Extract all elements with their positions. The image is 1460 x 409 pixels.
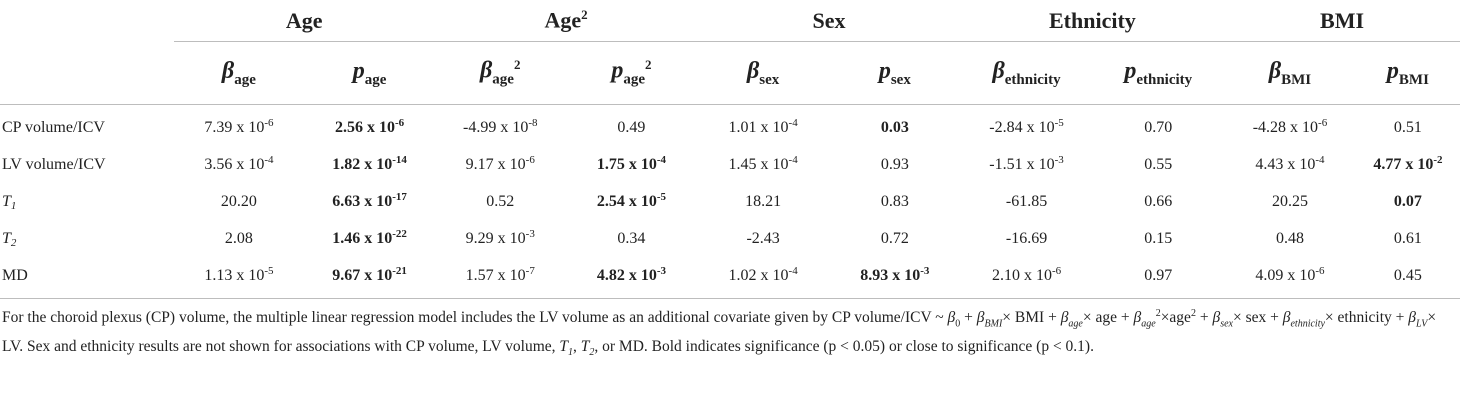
col-p-bmi: pBMI (1355, 41, 1460, 105)
table-cell: 0.51 (1393, 118, 1422, 136)
table-cell: 0.72 (880, 229, 909, 247)
col-p-age-squared: page2 (565, 41, 698, 105)
table-cell: -61.85 (1005, 192, 1048, 210)
results-table: Age Age2 Sex Ethnicity BMI βage page βag… (0, 0, 1460, 295)
table-cell: -16.69 (1005, 229, 1048, 247)
table-cell: -4.28 x 10-6 (1252, 116, 1328, 136)
column-header-row: βage page βage2 page2 βsex psex βethnici… (0, 41, 1460, 105)
group-header-ethnicity: Ethnicity (960, 0, 1225, 42)
group-header-bmi: BMI (1224, 0, 1460, 42)
table-cell: 9.29 x 10-3 (465, 227, 535, 247)
table-cell: 0.70 (1144, 118, 1173, 136)
table-cell: 1.01 x 10-4 (728, 116, 798, 136)
group-header-row: Age Age2 Sex Ethnicity BMI (0, 0, 1460, 42)
table-cell: -2.43 (746, 229, 780, 247)
table-cell: 1.45 x 10-4 (728, 153, 798, 173)
table-cell: 7.39 x 10-6 (204, 116, 274, 136)
group-header-age-squared: Age2 (434, 0, 698, 42)
table-cell: 0.07 (1393, 192, 1422, 210)
col-beta-age-squared: βage2 (434, 41, 566, 105)
table-cell: 20.25 (1271, 192, 1308, 210)
table-footnote: For the choroid plexus (CP) volume, the … (2, 308, 1437, 359)
table-cell: 0.15 (1144, 229, 1173, 247)
table-cell: 9.67 x 10-21 (332, 264, 407, 284)
col-p-ethnicity: pethnicity (1092, 41, 1225, 105)
table-cell: 0.97 (1144, 266, 1173, 284)
corner-cell (0, 0, 174, 42)
table-cell: 0.66 (1144, 192, 1173, 210)
table-cell: 2.10 x 10-6 (991, 264, 1062, 284)
table-cell: 0.93 (880, 155, 909, 173)
table-cell: 0.45 (1393, 266, 1422, 284)
table-cell: 0.52 (486, 192, 515, 210)
table-cell: 18.21 (745, 192, 782, 210)
col-beta-bmi: βBMI (1224, 41, 1356, 105)
col-beta-sex: βsex (697, 41, 829, 105)
row-label: T2 (2, 229, 17, 249)
table-cell: 4.77 x 10-2 (1373, 153, 1443, 173)
table-cell: 4.43 x 10-4 (1255, 153, 1325, 173)
table-cell: 8.93 x 10-3 (860, 264, 930, 284)
table-cell: 0.49 (617, 118, 646, 136)
table-body: CP volume/ICV 7.39 x 10-6 2.56 x 10-6 -4.99… (0, 105, 1460, 295)
group-header-sex: Sex (697, 0, 961, 42)
table-cell: -2.84 x 10-5 (989, 116, 1064, 136)
table-row: CP volume/ICV 7.39 x 10-6 2.56 x 10-6 -4.99… (0, 105, 1460, 147)
table-cell: 4.82 x 10-3 (596, 264, 667, 284)
table-cell: 4.09 x 10-6 (1255, 264, 1325, 284)
table-cell: 0.03 (880, 118, 909, 136)
table-cell: -1.51 x 10-3 (989, 153, 1064, 173)
col-p-age: page (304, 41, 435, 105)
table-cell: 1.57 x 10-7 (465, 264, 535, 284)
table-cell: 2.08 (224, 229, 253, 247)
row-label-header (0, 41, 174, 105)
row-label: LV volume/ICV (2, 155, 106, 173)
table-cell: 1.82 x 10-14 (332, 153, 407, 173)
table-row: T2 2.08 1.46 x 10-22 9.29 x 10-3 0.34 -2.43 0.… (0, 220, 1460, 257)
table-cell: 1.75 x 10-4 (596, 153, 667, 173)
table-row: LV volume/ICV 3.56 x 10-4 1.82 x 10-14 9.17… (0, 146, 1460, 183)
col-beta-ethnicity: βethnicity (960, 41, 1093, 105)
row-label: T1 (2, 192, 17, 212)
table-cell: 0.83 (880, 192, 909, 210)
table-bottom-rule (0, 298, 1460, 299)
table-cell: 9.17 x 10-6 (465, 153, 535, 173)
table-cell: 2.56 x 10-6 (334, 116, 405, 136)
table-cell: 1.46 x 10-22 (332, 227, 407, 247)
row-label: CP volume/ICV (2, 118, 105, 136)
table-cell: 0.61 (1393, 229, 1422, 247)
table-cell: 6.63 x 10-17 (332, 190, 407, 210)
table-cell: 0.34 (617, 229, 646, 247)
table-cell: 1.02 x 10-4 (728, 264, 798, 284)
table-cell: 3.56 x 10-4 (204, 153, 274, 173)
table-row: T1 20.20 6.63 x 10-17 0.52 2.54 x 10-5 18.21 0… (0, 183, 1460, 220)
table-row: MD 1.13 x 10-5 9.67 x 10-21 1.57 x 10-7 4.82… (0, 257, 1460, 294)
table-cell: 20.20 (220, 192, 257, 210)
table-cell: 2.54 x 10-5 (596, 190, 667, 210)
table-cell: 0.55 (1144, 155, 1173, 173)
group-header-age: Age (173, 0, 435, 42)
col-beta-age: βage (173, 41, 305, 105)
table-cell: 0.48 (1275, 229, 1304, 247)
table-cell: 1.13 x 10-5 (204, 264, 274, 284)
col-p-sex: psex (828, 41, 961, 105)
table-cell: -4.99 x 10-8 (462, 116, 538, 136)
row-label: MD (2, 266, 28, 284)
